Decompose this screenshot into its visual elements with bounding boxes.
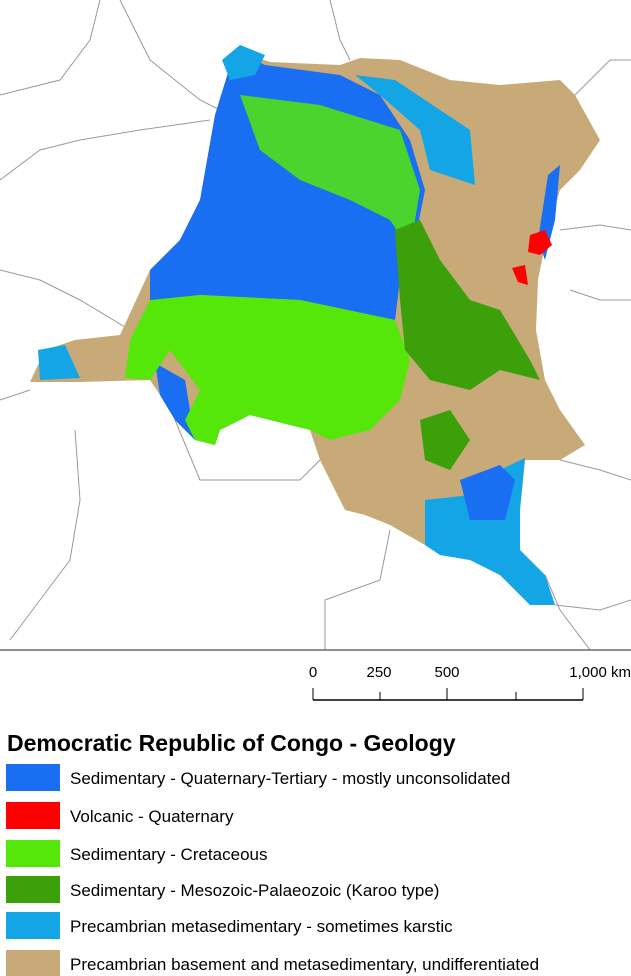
west-patch <box>38 345 80 380</box>
karoo-band <box>395 220 540 390</box>
scale-label: 1,000 km <box>569 664 631 681</box>
legend-label: Volcanic - Quaternary <box>70 807 234 826</box>
cretaceous-north <box>240 95 420 250</box>
karoo-south <box>420 410 470 470</box>
scale-bar: 0 250 500 1,000 km <box>309 664 631 701</box>
scale-label: 0 <box>309 664 317 681</box>
legend-swatch <box>6 802 60 829</box>
katanga-metasediments <box>425 458 555 605</box>
north-lakes <box>355 75 475 185</box>
cretaceous-band <box>125 295 410 445</box>
scale-label: 500 <box>434 664 459 681</box>
legend-label: Sedimentary - Cretaceous <box>70 845 267 864</box>
legend: Democratic Republic of Congo - Geology S… <box>6 730 539 976</box>
legend-title: Democratic Republic of Congo - Geology <box>7 730 456 756</box>
country-borders <box>0 0 631 651</box>
katanga-blue <box>460 465 515 520</box>
legend-label: Sedimentary - Quaternary-Tertiary - most… <box>70 769 510 788</box>
legend-label: Sedimentary - Mesozoic-Palaeozoic (Karoo… <box>70 881 439 900</box>
legend-swatch <box>6 764 60 791</box>
legend-label: Precambrian basement and metasedimentary… <box>70 955 539 974</box>
map <box>0 0 631 651</box>
legend-swatch <box>6 840 60 867</box>
legend-swatch <box>6 912 60 939</box>
volcanic <box>512 230 552 285</box>
legend-swatch <box>6 876 60 903</box>
legend-label: Precambrian metasedimentary - sometimes … <box>70 917 453 936</box>
legend-swatch <box>6 950 60 976</box>
north-west-patch <box>222 45 265 80</box>
scale-label: 250 <box>366 664 391 681</box>
